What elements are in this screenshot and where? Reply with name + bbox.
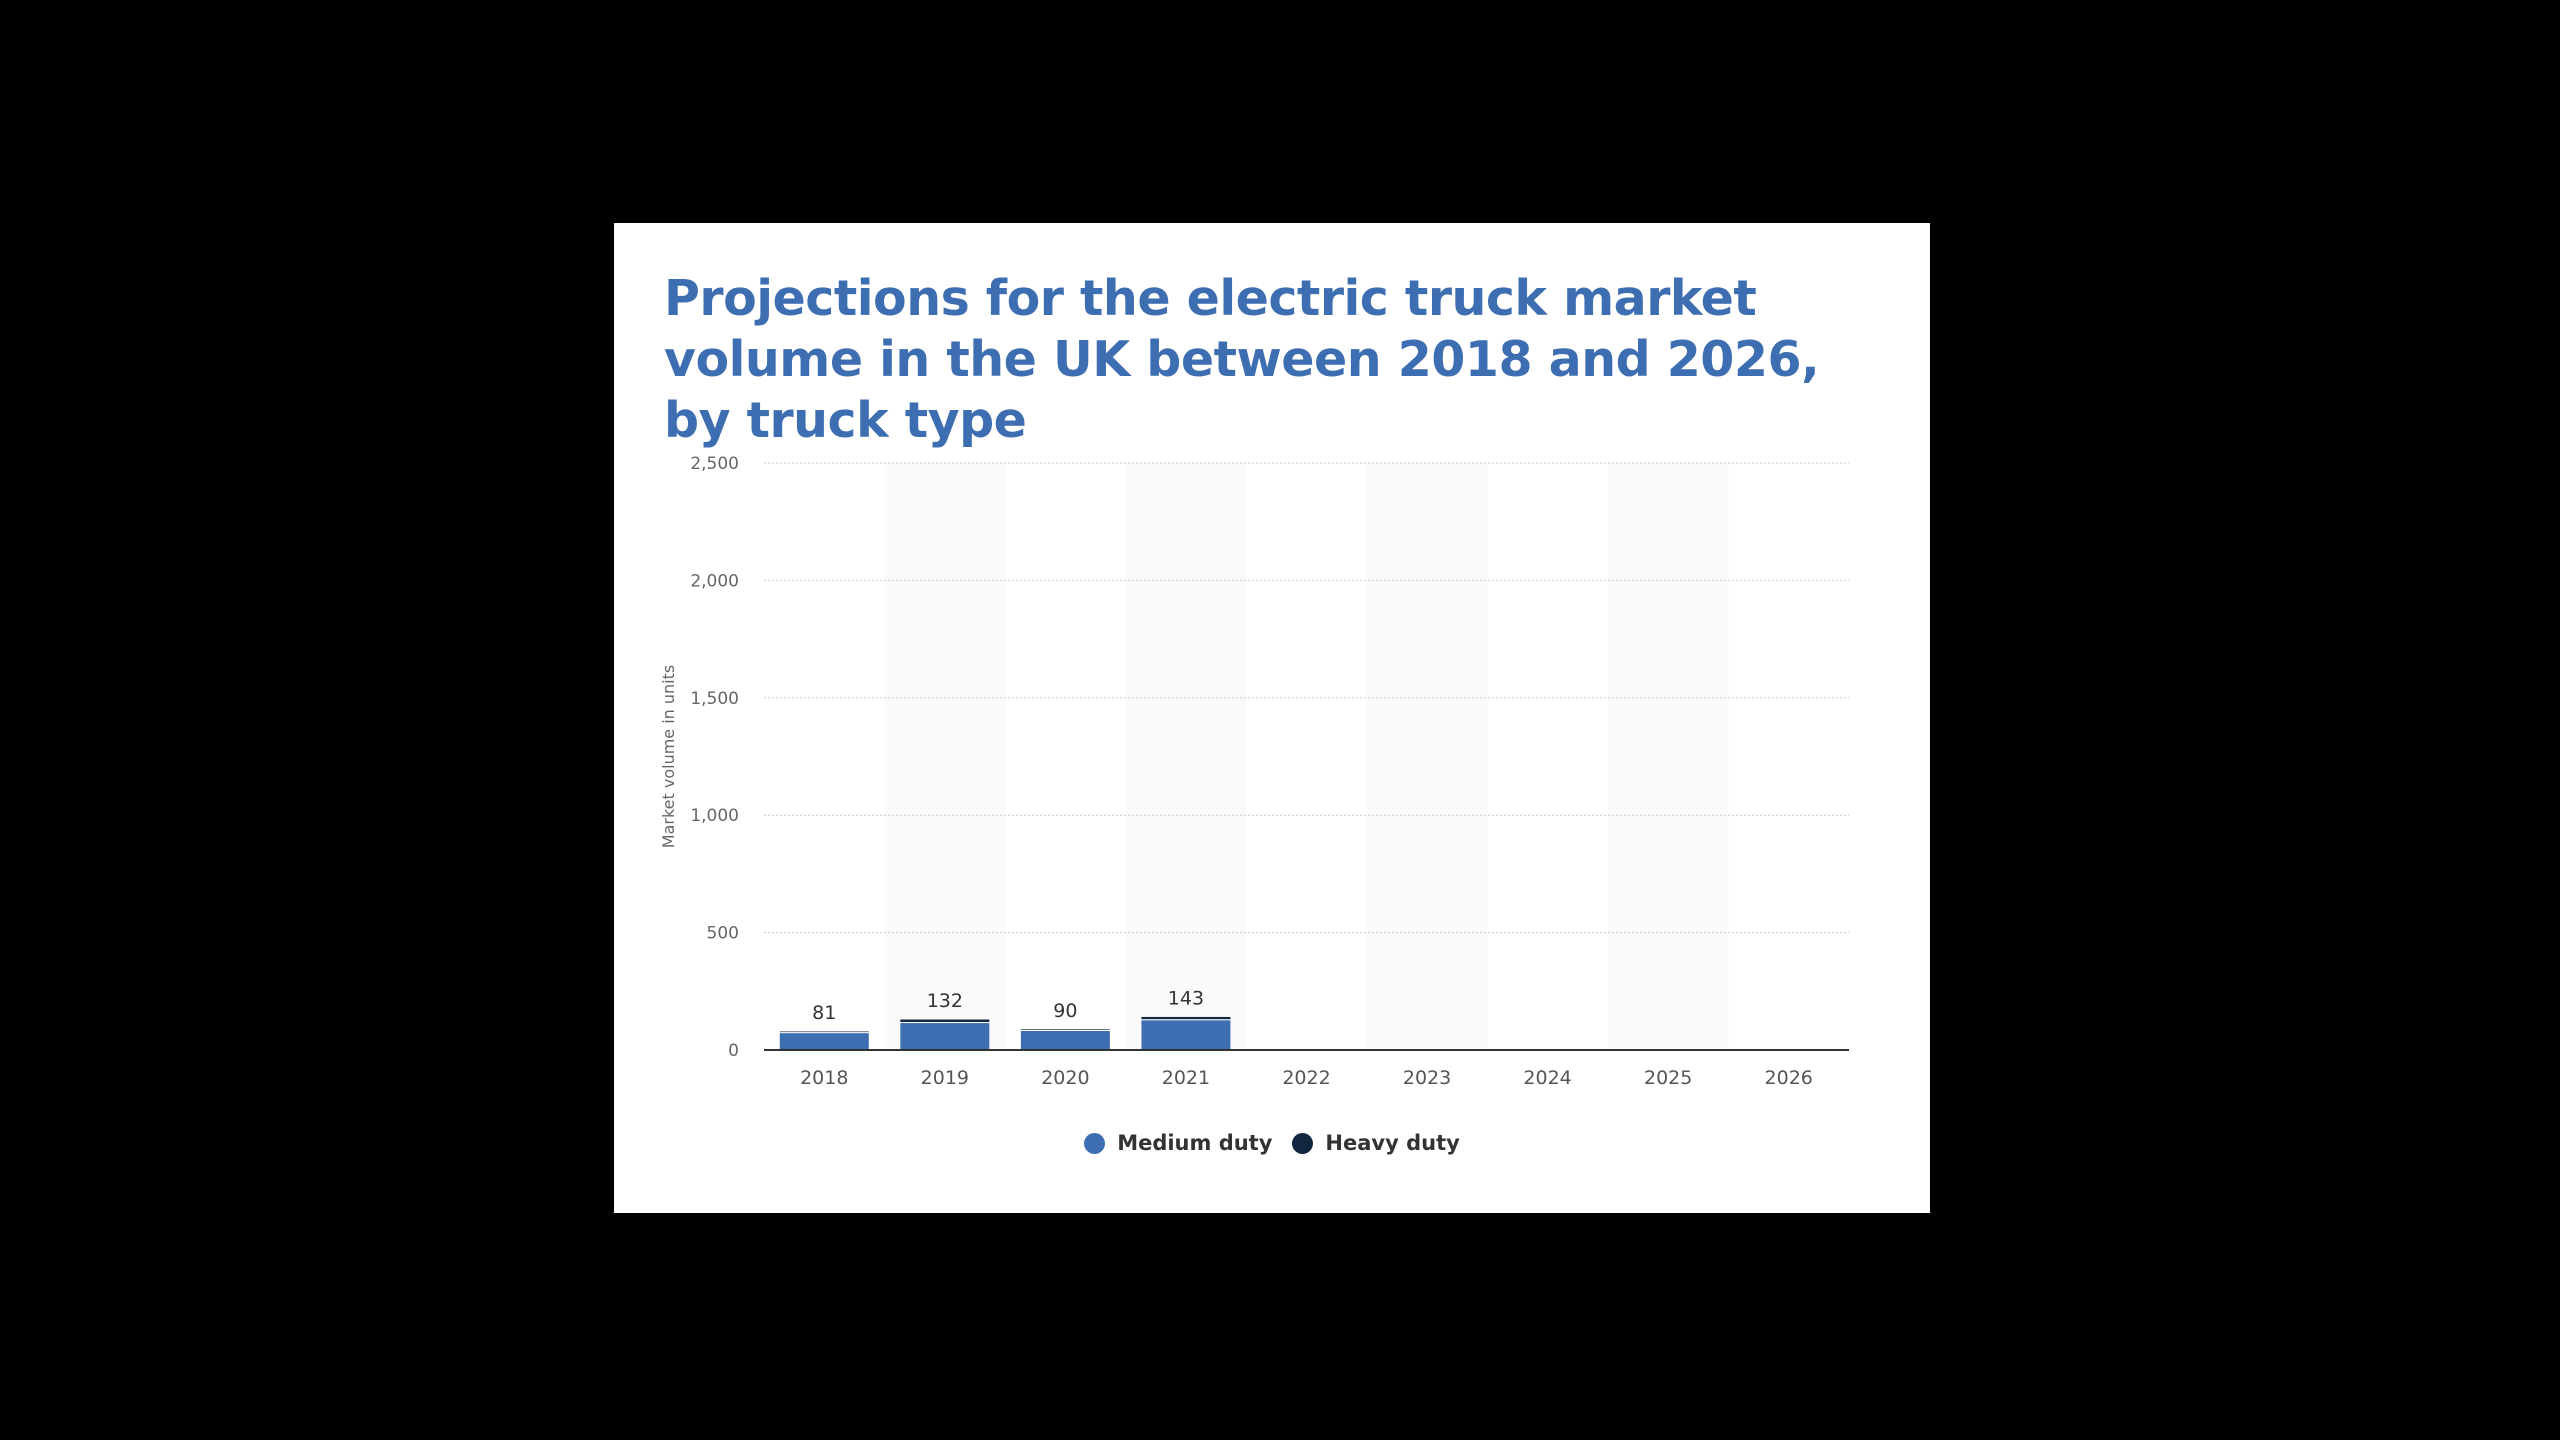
data-label: 143 [1168, 987, 1204, 1009]
y-tick-label: 1,000 [690, 806, 739, 826]
y-tick-label: 1,500 [690, 689, 739, 709]
column-band [1607, 463, 1729, 1050]
x-tick-label: 2023 [1403, 1067, 1451, 1089]
x-tick-label: 2020 [1041, 1067, 1089, 1089]
bar-heavy-duty [778, 1030, 870, 1034]
legend-label-medium-duty: Medium duty [1117, 1131, 1273, 1155]
column-band [1366, 463, 1488, 1050]
legend: Medium duty Heavy duty [614, 1131, 1930, 1155]
data-label: 132 [927, 990, 963, 1012]
x-tick-label: 2019 [921, 1067, 969, 1089]
y-axis-title: Market volume in units [659, 665, 678, 848]
bar-medium-duty [899, 1022, 991, 1051]
y-tick-label: 2,500 [690, 454, 739, 474]
y-tick-label: 500 [707, 924, 739, 944]
x-tick-label: 2021 [1162, 1067, 1210, 1089]
chart-title: Projections for the electric truck marke… [664, 270, 1820, 449]
x-tick-label: 2024 [1523, 1067, 1571, 1089]
bar-medium-duty [1140, 1019, 1232, 1051]
legend-label-heavy-duty: Heavy duty [1325, 1131, 1460, 1155]
column-band [884, 463, 1006, 1050]
bar-chart: 0 500 1,000 1,500 2,000 2,500 Market volume in… [659, 454, 1849, 1089]
legend-marker-heavy-duty [1292, 1132, 1314, 1154]
x-tick-label: 2025 [1644, 1067, 1692, 1089]
x-tick-label: 2026 [1765, 1067, 1813, 1089]
x-tick-label: 2022 [1282, 1067, 1330, 1089]
y-tick-label: 2,000 [690, 571, 739, 591]
legend-item-heavy-duty[interactable]: Heavy duty [1292, 1131, 1460, 1155]
column-band [1125, 463, 1247, 1050]
bar-heavy-duty [899, 1018, 991, 1024]
chart-card: Projections for the electric truck marke… [614, 223, 1930, 1213]
data-label: 90 [1053, 1000, 1077, 1022]
bar-medium-duty [1019, 1030, 1111, 1051]
x-tick-label: 2018 [800, 1067, 848, 1089]
legend-marker-medium-duty [1084, 1132, 1106, 1154]
bar-medium-duty [778, 1032, 870, 1051]
legend-item-medium-duty[interactable]: Medium duty [1084, 1131, 1272, 1155]
bar-heavy-duty [1140, 1015, 1232, 1021]
data-label: 81 [812, 1002, 836, 1024]
bar-heavy-duty [1019, 1028, 1111, 1032]
y-tick-label: 0 [728, 1041, 739, 1061]
